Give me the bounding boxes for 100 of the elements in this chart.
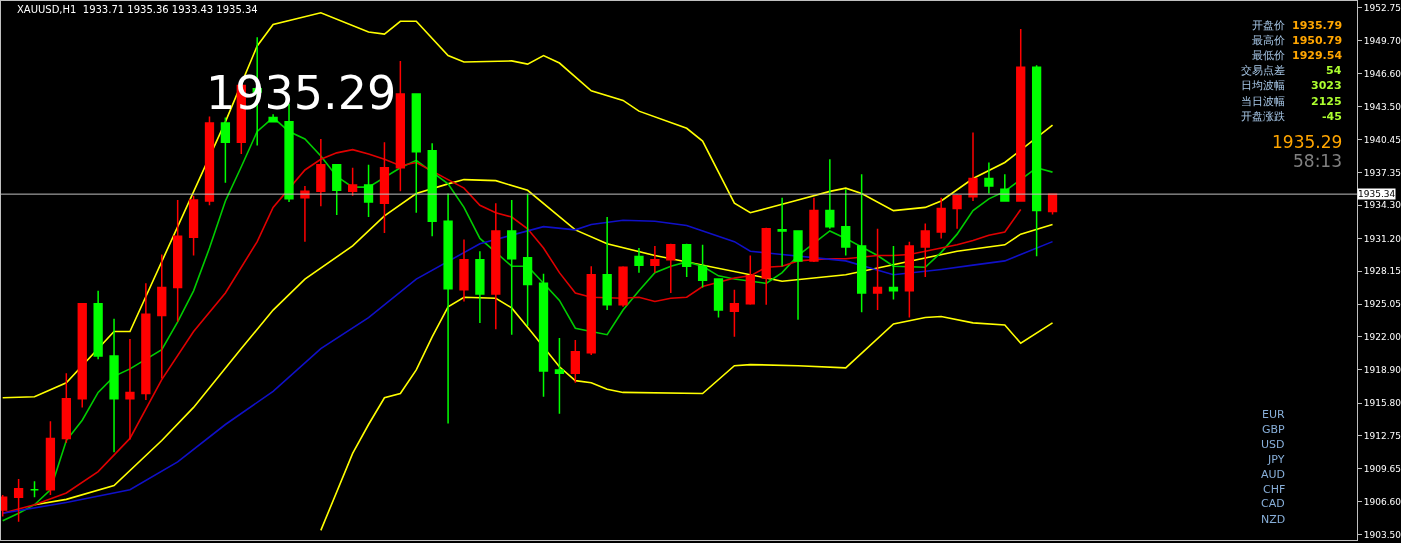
y-tick-label: 1918.90: [1363, 365, 1401, 376]
candlestick: [173, 199, 183, 323]
candlestick: [586, 265, 596, 356]
candlestick: [809, 197, 819, 263]
y-tick-label: 1925.05: [1363, 299, 1401, 310]
candlestick: [443, 192, 453, 425]
candlestick: [475, 250, 485, 324]
y-tick-label: 1909.65: [1363, 464, 1401, 475]
text: 开盘价: [1252, 19, 1285, 32]
candlestick: [188, 194, 199, 257]
text: 最低价: [1252, 49, 1285, 62]
ref-line-label: 1935.34: [1358, 189, 1396, 199]
candlestick: [141, 282, 151, 401]
candlestick: [602, 216, 612, 311]
candlestick: [395, 60, 406, 193]
y-tick-label: 1940.45: [1363, 134, 1401, 145]
candlestick: [920, 222, 930, 278]
candlestick: [109, 317, 119, 454]
candlestick: [713, 278, 724, 319]
candlestick: [984, 161, 994, 195]
text: 1929.54: [1292, 49, 1343, 62]
text: 3023: [1311, 79, 1342, 92]
candlestick: [157, 253, 167, 380]
candlestick: [968, 131, 978, 202]
candlestick: [522, 192, 533, 327]
y-tick-label: 1937.35: [1363, 167, 1401, 178]
text: USD: [1261, 438, 1285, 451]
text: 2125: [1311, 95, 1342, 108]
text: NZD: [1261, 513, 1286, 526]
candlestick: [491, 202, 501, 331]
candlestick: [857, 173, 867, 313]
candlestick: [77, 302, 87, 409]
candlestick: [93, 290, 103, 361]
y-tick-label: 1915.80: [1363, 398, 1401, 409]
candlestick: [841, 188, 851, 257]
candlestick: [538, 272, 549, 398]
text: 1950.79: [1292, 34, 1343, 47]
candlestick: [316, 138, 326, 208]
y-tick-label: 1952.75: [1363, 3, 1401, 14]
candlestick: [761, 226, 771, 306]
candlestick: [427, 142, 437, 238]
line-series: [1, 219, 1054, 515]
candlestick: [745, 254, 755, 306]
candlestick: [411, 93, 421, 214]
candlestick: [45, 420, 56, 496]
text: AUD: [1261, 468, 1286, 481]
candlestick: [1016, 28, 1026, 202]
candlestick: [459, 238, 469, 303]
candlestick: [952, 193, 962, 230]
candlestick: [697, 244, 708, 289]
candlestick: [1031, 64, 1042, 257]
y-tick-label: 1922.00: [1363, 331, 1401, 342]
candlestick: [554, 337, 565, 415]
line-series: [320, 296, 1054, 532]
chart-title: XAUUSD,H1 1933.71 1935.36 1933.43 1935.34: [16, 3, 258, 15]
candlestick: [936, 197, 946, 240]
y-tick-label: 1912.75: [1363, 430, 1401, 441]
candlestick: [61, 372, 71, 444]
candlestick: [618, 265, 628, 308]
text: 1935.29: [1272, 132, 1343, 152]
text: 日均波幅: [1241, 79, 1285, 92]
candlestick: [347, 167, 358, 197]
text: CHF: [1263, 483, 1286, 496]
y-tick-label: 1906.60: [1363, 496, 1401, 507]
y-tick-label: 1928.15: [1363, 266, 1401, 277]
text: 最高价: [1252, 34, 1285, 47]
text: 开盘涨跌: [1241, 110, 1285, 123]
candlestick: [204, 115, 215, 207]
candlestick: [634, 247, 644, 274]
text: EUR: [1262, 408, 1285, 421]
y-tick-label: 1931.20: [1363, 233, 1401, 244]
y-tick-label: 1943.50: [1363, 102, 1401, 113]
text: 1935.79: [1292, 19, 1343, 32]
candlestick: [666, 243, 676, 294]
y-tick-label: 1934.30: [1363, 200, 1401, 211]
y-tick-label: 1949.70: [1363, 35, 1401, 46]
text: 当日波幅: [1241, 95, 1285, 108]
candlestick: [29, 480, 40, 498]
candlestick: [872, 228, 883, 311]
text: -45: [1322, 110, 1342, 123]
y-tick-label: 1946.60: [1363, 68, 1401, 79]
candlestick: [125, 338, 135, 441]
candlestick: [332, 163, 342, 216]
candlestick: [904, 240, 915, 319]
text: GBP: [1262, 423, 1286, 436]
text: 54: [1326, 64, 1342, 77]
y-tick-label: 1903.50: [1363, 529, 1401, 540]
candlestick: [570, 339, 580, 384]
candlestick: [379, 141, 390, 234]
candlestick: [507, 199, 517, 336]
candlestick: [650, 245, 660, 274]
candlestick: [729, 289, 740, 338]
candlestick: [793, 230, 803, 321]
text: 58:13: [1293, 151, 1342, 171]
candlestick: [825, 158, 835, 230]
candlestick: [777, 197, 787, 267]
text: 交易点差: [1241, 64, 1285, 77]
text: JPY: [1267, 453, 1285, 466]
candlestick: [682, 243, 692, 278]
candlestick: [13, 478, 24, 523]
